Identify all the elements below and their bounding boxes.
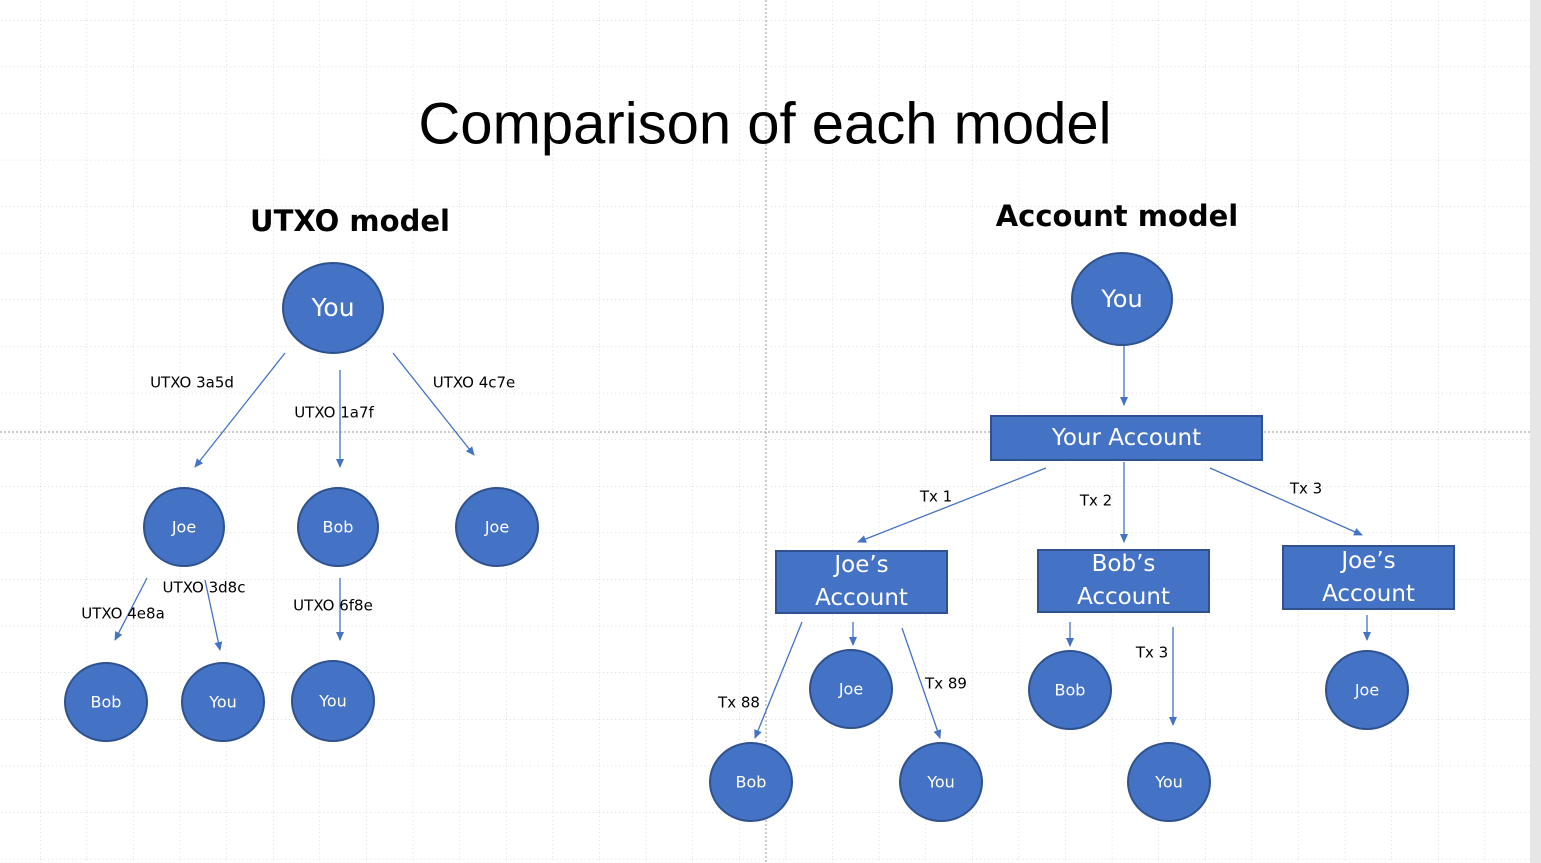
edge-label: UTXO 4e8a <box>81 605 165 623</box>
node-circle <box>143 487 225 567</box>
arrow <box>194 352 286 468</box>
edge-label: Tx 1 <box>919 488 952 506</box>
edge-label: Tx 89 <box>924 675 967 693</box>
arrow <box>392 352 475 456</box>
edge-label: Tx 3 <box>1289 480 1322 498</box>
edge-label: UTXO 3a5d <box>150 374 234 392</box>
scroll-edge <box>1530 0 1541 863</box>
node-label: You <box>926 773 955 792</box>
node-circle <box>1071 252 1173 346</box>
edge-label: UTXO 3d8c <box>163 579 246 597</box>
node-circle <box>1127 742 1211 822</box>
account-box: Joe’s Account <box>1282 545 1455 610</box>
node-circle <box>455 487 539 567</box>
edge-label: Tx 3 <box>1135 644 1168 662</box>
node-label: You <box>208 693 237 712</box>
node-circle <box>291 660 375 742</box>
node-circle <box>899 742 983 822</box>
node-label: Bob <box>91 693 122 712</box>
node-label: You <box>1154 773 1183 792</box>
account-box: Your Account <box>990 415 1263 461</box>
node-label: Joe <box>484 518 509 537</box>
account-box: Joe’s Account <box>775 550 948 614</box>
arrow <box>204 579 223 651</box>
edge-label: UTXO 6f8e <box>293 597 373 615</box>
node-label: Joe <box>171 518 196 537</box>
arrow <box>1209 467 1363 536</box>
node-label: Joe <box>838 680 863 699</box>
node-circle <box>282 262 384 354</box>
arrow <box>114 577 148 641</box>
node-label: You <box>318 692 347 711</box>
edge-label: Tx 2 <box>1079 492 1112 510</box>
slide-title: Comparison of each model <box>418 91 1111 156</box>
node-label: You <box>1100 285 1142 313</box>
node-label: You <box>310 293 354 322</box>
node-circle <box>1325 650 1409 730</box>
node-circle <box>64 662 148 742</box>
node-circle <box>709 742 793 822</box>
edge-label: UTXO 1a7f <box>294 404 374 422</box>
node-label: Bob <box>323 518 354 537</box>
node-label: Bob <box>736 773 767 792</box>
node-label: Bob <box>1055 681 1086 700</box>
section-title: UTXO model <box>250 204 450 238</box>
arrow <box>857 467 1047 543</box>
node-circle <box>1028 650 1112 730</box>
node-circle <box>181 662 265 742</box>
account-box: Bob’s Account <box>1037 549 1210 613</box>
node-circle <box>297 487 379 567</box>
arrow <box>754 621 803 739</box>
node-label: Joe <box>1354 681 1379 700</box>
node-circle <box>809 649 893 729</box>
arrow <box>901 627 942 739</box>
edge-label: UTXO 4c7e <box>433 374 516 392</box>
edge-label: Tx 88 <box>717 694 760 712</box>
section-title: Account model <box>996 199 1239 233</box>
